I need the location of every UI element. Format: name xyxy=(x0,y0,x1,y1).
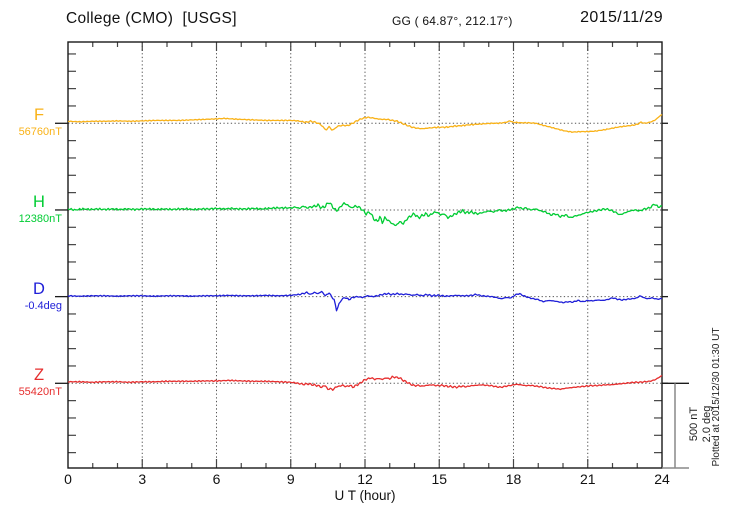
channel-label-H: H xyxy=(33,192,45,211)
x-axis-title: U T (hour) xyxy=(334,488,396,503)
trace-H xyxy=(67,202,663,227)
x-tick-label: 24 xyxy=(654,471,670,487)
observatory-coords: GG ( 64.87°, 212.17°) xyxy=(392,14,513,28)
channel-value-D: -0.4deg xyxy=(24,299,62,312)
x-tick-label: 6 xyxy=(212,471,221,487)
x-tick-label: 21 xyxy=(579,471,596,487)
x-tick-label: 12 xyxy=(357,471,373,487)
channel-label-F: F xyxy=(33,106,45,125)
x-tick-label: 18 xyxy=(505,471,522,487)
x-tick-label: 15 xyxy=(431,471,448,487)
channel-label-D: D xyxy=(33,279,45,298)
station-title: College (CMO) [USGS] xyxy=(66,10,237,27)
x-tick-label: 3 xyxy=(138,471,147,487)
channel-label-Z: Z xyxy=(33,366,45,385)
x-tick-label: 0 xyxy=(64,471,72,487)
channel-value-F: 56760nT xyxy=(18,126,62,139)
channel-value-H: 12380nT xyxy=(18,212,62,225)
trace-D xyxy=(67,290,663,312)
trace-Z xyxy=(67,374,663,391)
trace-F xyxy=(67,113,663,133)
plot-date: 2015/11/29 xyxy=(580,9,663,26)
channel-value-Z: 55420nT xyxy=(18,386,62,399)
x-tick-label: 9 xyxy=(286,471,295,487)
plot-frame xyxy=(67,41,663,469)
